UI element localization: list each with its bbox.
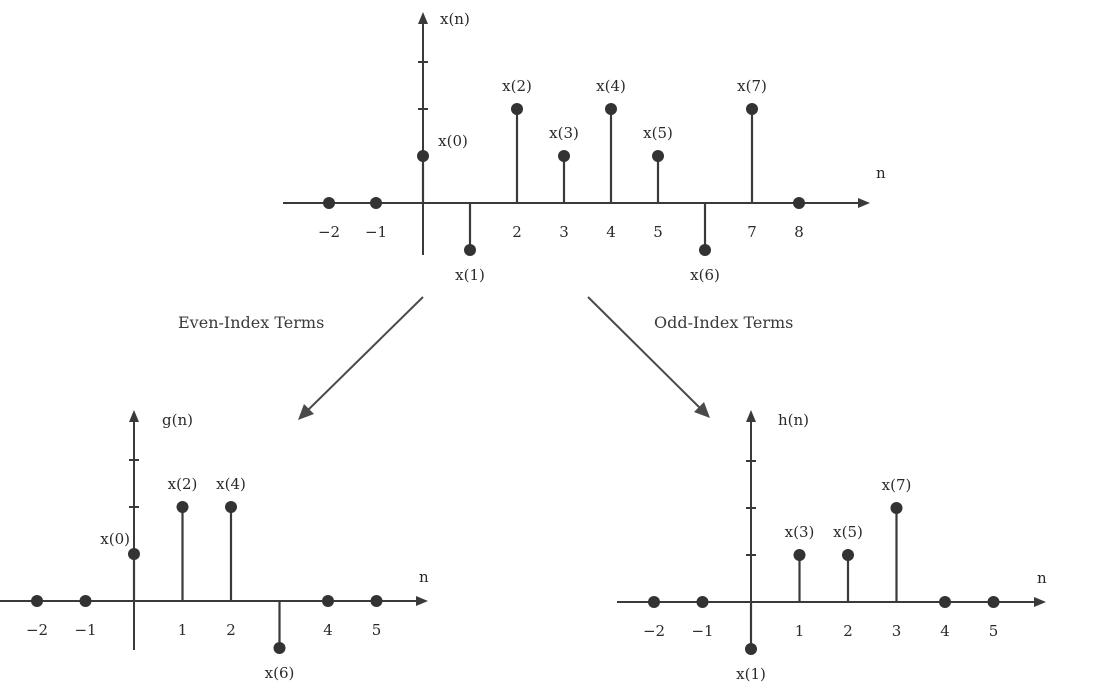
sample-label: x(6) xyxy=(690,266,720,284)
sample-label: x(3) xyxy=(549,124,579,142)
even-index-label: Even-Index Terms xyxy=(178,313,324,332)
sample-point xyxy=(648,596,660,608)
x-tick-label: 2 xyxy=(512,223,522,241)
sample-label: x(3) xyxy=(785,523,815,541)
sample-point xyxy=(511,103,523,115)
sample-label: x(1) xyxy=(455,266,485,284)
sample-label: x(0) xyxy=(438,132,468,150)
x-axis-label: n xyxy=(1037,569,1047,587)
sample-point xyxy=(745,643,757,655)
y-axis-label: x(n) xyxy=(440,10,470,28)
sample-label: x(5) xyxy=(833,523,863,541)
sample-label: x(4) xyxy=(596,77,626,95)
sample-point xyxy=(605,103,617,115)
x-tick-label: 3 xyxy=(892,622,902,640)
sample-point xyxy=(370,197,382,209)
odd-sequence-plot: h(n) n x(1) x(3) x(5) x(7) −2 −1 1 2 3 4 5 xyxy=(617,410,1047,683)
x-tick-label: 8 xyxy=(794,223,804,241)
sample-point xyxy=(370,595,383,607)
sample-point xyxy=(322,595,334,607)
x-tick-label: −2 xyxy=(643,622,665,640)
x-tick-label: 5 xyxy=(653,223,663,241)
sample-point xyxy=(79,595,92,607)
x-axis-arrowhead xyxy=(416,596,428,606)
x-axis-arrowhead xyxy=(1034,597,1046,607)
y-axis-arrowhead xyxy=(746,410,756,422)
sample-point xyxy=(464,244,476,256)
sample-point xyxy=(225,501,237,513)
x-tick-label: −1 xyxy=(74,621,96,639)
x-axis-label: n xyxy=(876,164,886,182)
x-axis-label: n xyxy=(419,568,429,586)
x-tick-label: 7 xyxy=(747,223,757,241)
top-sequence-plot: x(n) n x(0) x(1) x(2) x(3) x(4) x(5) x(6) x(7) −2 −… xyxy=(283,10,886,284)
sample-label: x(2) xyxy=(502,77,532,95)
x-tick-label: −2 xyxy=(26,621,48,639)
x-tick-label: −2 xyxy=(318,223,340,241)
sample-point xyxy=(746,103,758,115)
sample-label: x(5) xyxy=(643,124,673,142)
odd-index-arrow xyxy=(587,296,710,418)
sample-point xyxy=(652,150,664,162)
x-tick-label: 4 xyxy=(323,621,333,639)
sample-label: x(7) xyxy=(882,476,912,494)
x-tick-label: −1 xyxy=(365,223,387,241)
sample-point xyxy=(417,150,429,162)
sample-label: x(7) xyxy=(737,77,767,95)
sample-point xyxy=(696,596,709,608)
sample-point xyxy=(987,596,1000,608)
even-sequence-plot: g(n) n x(0) x(2) x(4) x(6) −2 −1 1 2 4 5 xyxy=(0,410,429,682)
x-tick-label: 5 xyxy=(989,622,999,640)
sample-point xyxy=(128,548,140,560)
x-axis-arrowhead xyxy=(858,198,870,208)
sample-label: x(1) xyxy=(736,665,766,683)
x-tick-label: 2 xyxy=(843,622,853,640)
x-tick-label: 4 xyxy=(606,223,616,241)
odd-index-label: Odd-Index Terms xyxy=(654,313,793,332)
sample-label: x(4) xyxy=(216,475,246,493)
sample-label: x(6) xyxy=(265,664,295,682)
sample-point xyxy=(699,244,711,256)
sample-label: x(0) xyxy=(100,530,130,548)
x-tick-label: 1 xyxy=(795,622,805,640)
even-index-arrow xyxy=(298,296,424,420)
x-tick-label: 2 xyxy=(226,621,236,639)
sample-point xyxy=(793,197,805,209)
x-tick-label: 5 xyxy=(372,621,382,639)
sample-point xyxy=(31,595,43,607)
sample-point xyxy=(273,642,286,654)
y-axis-arrowhead xyxy=(418,12,428,24)
sample-point xyxy=(323,197,335,209)
x-tick-label: 1 xyxy=(178,621,188,639)
sample-point xyxy=(793,549,806,561)
x-tick-label: 3 xyxy=(559,223,569,241)
x-tick-label: −1 xyxy=(691,622,713,640)
y-axis-label: g(n) xyxy=(162,411,193,429)
sample-point xyxy=(842,549,854,561)
x-tick-label: 4 xyxy=(940,622,950,640)
sample-point xyxy=(939,596,951,608)
sample-label: x(2) xyxy=(168,475,198,493)
sample-point xyxy=(890,502,903,514)
sample-point xyxy=(176,501,189,513)
y-axis-arrowhead xyxy=(129,410,139,422)
y-axis-label: h(n) xyxy=(778,411,809,429)
sample-point xyxy=(558,150,570,162)
